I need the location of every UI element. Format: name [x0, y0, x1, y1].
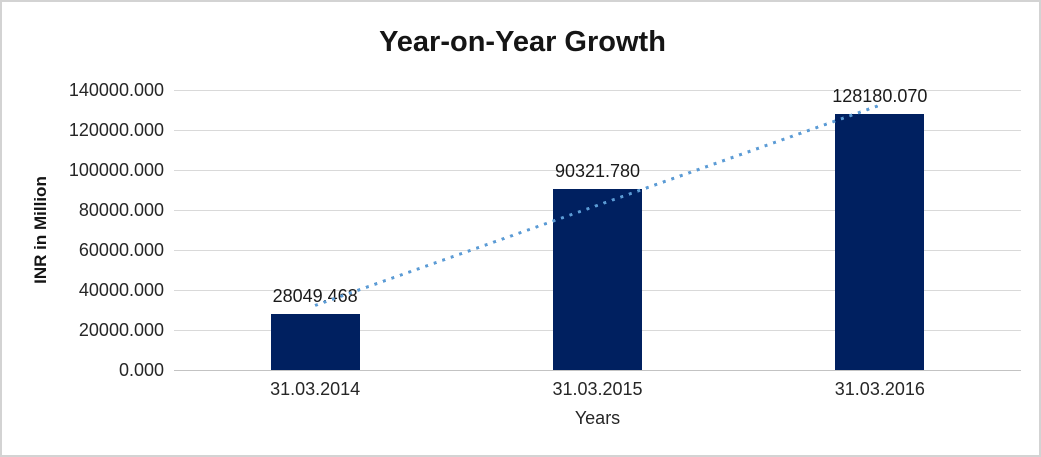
gridline	[174, 170, 1021, 171]
x-axis-title: Years	[574, 408, 621, 428]
bar	[835, 113, 925, 370]
bar-value-label: 28049.468	[272, 285, 358, 306]
y-tick-label: 140000.000	[68, 80, 164, 100]
y-tick-label: 20000.000	[78, 320, 164, 340]
bar-value-label: 128180.070	[832, 85, 928, 106]
bar-value-label: 90321.780	[554, 161, 641, 182]
x-axis-line	[174, 370, 1021, 371]
y-tick-label: 80000.000	[78, 200, 164, 220]
bar	[270, 313, 360, 370]
x-tick-label: 31.03.2016	[834, 379, 925, 399]
gridline	[174, 130, 1021, 131]
x-tick-label: 31.03.2014	[270, 379, 361, 399]
y-tick-label: 120000.000	[68, 120, 164, 140]
x-tick-label: 31.03.2015	[552, 379, 643, 399]
gridline	[174, 90, 1021, 91]
y-tick-label: 0.000	[118, 360, 164, 380]
y-tick-label: 100000.000	[68, 160, 164, 180]
y-tick-label: 60000.000	[78, 240, 164, 260]
chart-title: Year-on-Year Growth	[379, 26, 666, 58]
y-tick-label: 40000.000	[78, 280, 164, 300]
bar	[553, 189, 642, 370]
